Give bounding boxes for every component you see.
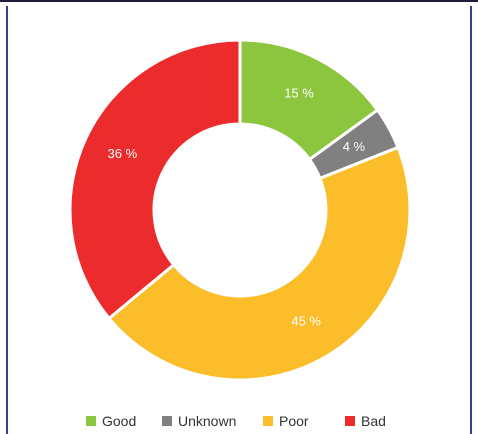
legend-item-good: Good <box>86 413 136 429</box>
slice-poor <box>106 145 412 382</box>
legend-label-poor: Poor <box>279 413 309 429</box>
legend-label-good: Good <box>102 413 137 429</box>
chart-frame <box>6 6 472 434</box>
legend-item-poor: Poor <box>263 413 309 429</box>
slice-label-poor: 45 % <box>291 313 321 328</box>
legend: Good Unknown Poor Bad <box>0 413 478 431</box>
legend-item-unknown: Unknown <box>162 413 236 429</box>
legend-item-bad: Bad <box>345 413 386 429</box>
slice-label-bad: 36 % <box>108 146 138 161</box>
top-rule <box>0 0 478 2</box>
legend-swatch-good <box>86 416 96 426</box>
legend-label-unknown: Unknown <box>178 413 237 429</box>
slice-bad <box>68 38 242 321</box>
legend-swatch-bad <box>345 416 355 426</box>
slice-label-good: 15 % <box>284 86 314 101</box>
slice-label-unknown: 4 % <box>343 139 366 154</box>
legend-swatch-unknown <box>162 416 172 426</box>
legend-swatch-poor <box>263 416 273 426</box>
legend-label-bad: Bad <box>361 413 386 429</box>
